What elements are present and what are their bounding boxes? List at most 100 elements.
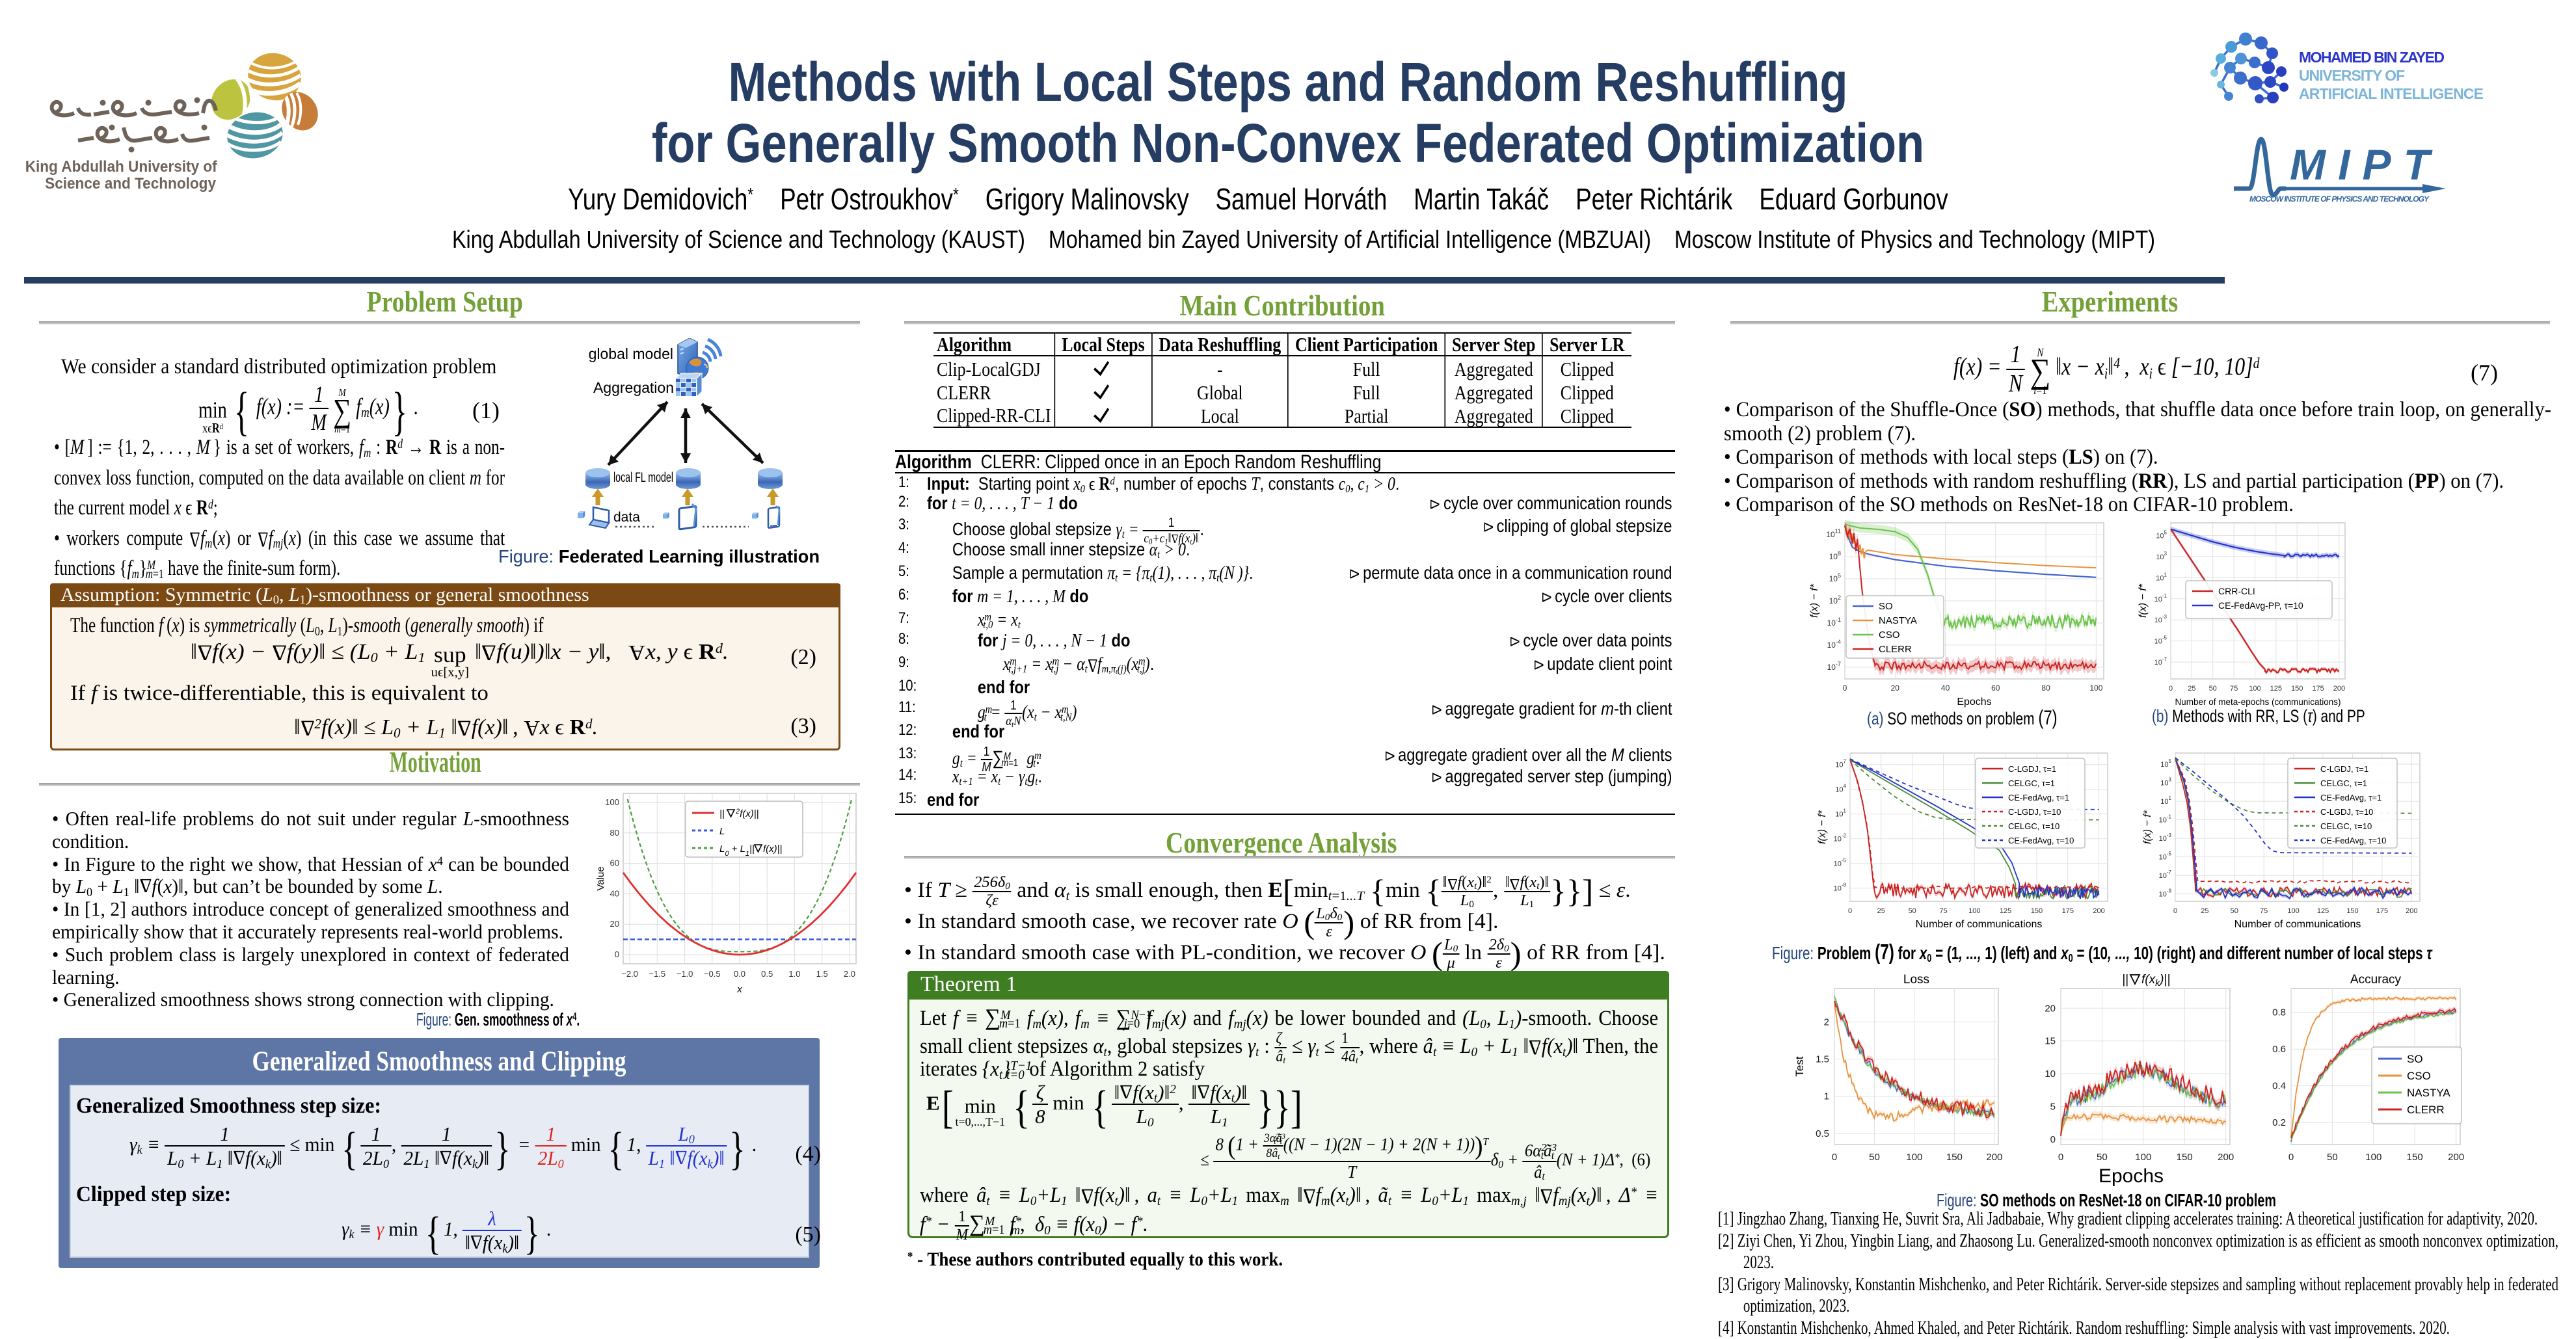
svg-text:CSO: CSO [1879, 630, 1900, 641]
svg-text:5: 5 [2050, 1102, 2056, 1113]
svg-text:150: 150 [2031, 907, 2043, 915]
svg-text:200: 200 [2093, 907, 2104, 915]
svg-text:10-3: 10-3 [2154, 614, 2167, 624]
svg-text:101: 101 [2156, 572, 2167, 582]
svg-text:10-9: 10-9 [2159, 888, 2172, 899]
svg-text:CSO: CSO [2407, 1070, 2431, 1082]
svg-text:Test: Test [1793, 1056, 1806, 1076]
svg-text:C-LGDJ, τ=1: C-LGDJ, τ=1 [2008, 764, 2056, 774]
svg-text:10-1: 10-1 [2154, 593, 2167, 603]
svg-text:150: 150 [2346, 907, 2358, 915]
svg-text:75: 75 [2260, 907, 2268, 915]
svg-text:100: 100 [1968, 907, 1980, 915]
svg-text:40: 40 [1941, 683, 1950, 693]
svg-text:2: 2 [1824, 1016, 1829, 1027]
svg-text:10-3: 10-3 [2159, 832, 2172, 843]
svg-text:50: 50 [2097, 1152, 2108, 1163]
svg-text:CE-FedAvg, τ=10: CE-FedAvg, τ=10 [2320, 836, 2386, 845]
svg-text:10-1: 10-1 [1827, 616, 1841, 628]
svg-text:10-4: 10-4 [1827, 639, 1841, 650]
svg-text:Value: Value [595, 866, 606, 890]
svg-text:C-LGDJ, τ=10: C-LGDJ, τ=10 [2320, 807, 2373, 817]
svg-text:10: 10 [2045, 1068, 2056, 1080]
svg-text:105: 105 [2160, 758, 2171, 769]
svg-text:C-LGDJ, τ=10: C-LGDJ, τ=10 [2008, 807, 2061, 817]
svg-text:ARTIFICIAL INTELLIGENCE: ARTIFICIAL INTELLIGENCE [2299, 85, 2484, 102]
svg-text:CLERR: CLERR [2407, 1104, 2445, 1116]
svg-text:f(x) − f*: f(x) − f* [2138, 583, 2149, 618]
svg-text:CELGC, τ=10: CELGC, τ=10 [2008, 821, 2059, 831]
svg-text:200: 200 [2218, 1152, 2234, 1163]
svg-text:CE-FedAvg, τ=1: CE-FedAvg, τ=1 [2008, 793, 2069, 802]
svg-text:50: 50 [1869, 1152, 1880, 1163]
svg-text:1011: 1011 [1826, 528, 1841, 539]
svg-text:1.0: 1.0 [788, 969, 800, 979]
svg-text:100: 100 [2365, 1152, 2381, 1163]
svg-text:2f(x)||: 2f(x)|| [735, 808, 759, 819]
svg-text:101: 101 [1835, 808, 1846, 819]
svg-text:Number of meta-epochs (communi: Number of meta-epochs (communications) [2175, 697, 2341, 707]
svg-text:50: 50 [2327, 1152, 2338, 1163]
svg-text:100: 100 [2249, 685, 2261, 693]
svg-text:10-7: 10-7 [1827, 661, 1841, 672]
svg-text:−1.5: −1.5 [649, 969, 665, 979]
svg-text:100: 100 [605, 797, 619, 807]
svg-text:150: 150 [2291, 685, 2303, 693]
svg-text:200: 200 [1986, 1152, 2002, 1163]
svg-text:60: 60 [1991, 683, 2000, 693]
svg-text:Loss: Loss [1903, 973, 1929, 987]
svg-text:CELGC, τ=1: CELGC, τ=1 [2320, 778, 2367, 788]
svg-text:Epochs: Epochs [1957, 696, 1991, 708]
svg-text:100: 100 [1906, 1152, 1922, 1163]
svg-text:||: || [719, 808, 725, 819]
svg-text:data: data [613, 510, 640, 525]
svg-text:2.0: 2.0 [844, 969, 855, 979]
svg-text:60: 60 [610, 858, 619, 868]
svg-text:0: 0 [615, 949, 619, 959]
svg-text:local FL model: local FL model [613, 470, 673, 485]
svg-text:175: 175 [2376, 907, 2388, 915]
svg-text:L: L [719, 826, 725, 837]
svg-text:150: 150 [2177, 1152, 2193, 1163]
svg-text:0: 0 [2288, 1152, 2294, 1163]
svg-text:CRR-CLI: CRR-CLI [2218, 586, 2255, 596]
svg-text:MOSCOW INSTITUTE OF PHYSICS AN: MOSCOW INSTITUTE OF PHYSICS AND TECHNOLO… [2249, 194, 2430, 204]
svg-text:200: 200 [2448, 1152, 2464, 1163]
svg-text:150: 150 [1946, 1152, 1963, 1163]
svg-text:f(x) − f*: f(x) − f* [1817, 810, 1828, 844]
svg-text:75: 75 [2230, 685, 2238, 693]
svg-text:global model: global model [589, 345, 673, 362]
svg-text:125: 125 [2000, 907, 2011, 915]
svg-text:105: 105 [2156, 530, 2167, 540]
svg-text:10-5: 10-5 [2159, 851, 2172, 862]
svg-text:MOHAMED BIN ZAYED: MOHAMED BIN ZAYED [2299, 49, 2445, 66]
svg-text:100: 100 [2089, 683, 2102, 693]
svg-text:CE-FedAvg, τ=10: CE-FedAvg, τ=10 [2008, 836, 2074, 845]
svg-text:102: 102 [1829, 594, 1841, 605]
svg-text:NASTYA: NASTYA [1879, 615, 1917, 626]
svg-text:10-7: 10-7 [2159, 869, 2172, 880]
svg-text:15: 15 [2045, 1036, 2056, 1047]
svg-text:150: 150 [2407, 1152, 2423, 1163]
svg-text:−2.0: −2.0 [621, 969, 638, 979]
svg-text:1: 1 [1824, 1091, 1829, 1102]
svg-text:0.5: 0.5 [761, 969, 773, 979]
svg-text:101: 101 [2160, 795, 2171, 806]
svg-text:f(xk)||: f(xk)|| [2141, 973, 2170, 988]
svg-text:20: 20 [1891, 683, 1900, 693]
svg-text:CE-FedAvg, τ=1: CE-FedAvg, τ=1 [2320, 793, 2381, 802]
svg-text:0: 0 [1848, 907, 1852, 915]
svg-text:Number of communications: Number of communications [1916, 919, 2043, 930]
svg-text:10-7: 10-7 [2154, 656, 2167, 667]
svg-text:100: 100 [2135, 1152, 2151, 1163]
svg-text:0: 0 [2050, 1134, 2056, 1145]
svg-text:0.4: 0.4 [2272, 1081, 2286, 1092]
svg-text:CLERR: CLERR [1879, 644, 1912, 655]
svg-text:0.8: 0.8 [2272, 1007, 2286, 1018]
svg-text:0.0: 0.0 [734, 969, 745, 979]
svg-text:80: 80 [2041, 683, 2050, 693]
svg-text:0.5: 0.5 [1816, 1128, 1829, 1139]
svg-text:C-LGDJ, τ=1: C-LGDJ, τ=1 [2320, 764, 2368, 774]
svg-text:10-1: 10-1 [2159, 814, 2172, 825]
svg-text:f(x)||: f(x)|| [763, 843, 782, 855]
